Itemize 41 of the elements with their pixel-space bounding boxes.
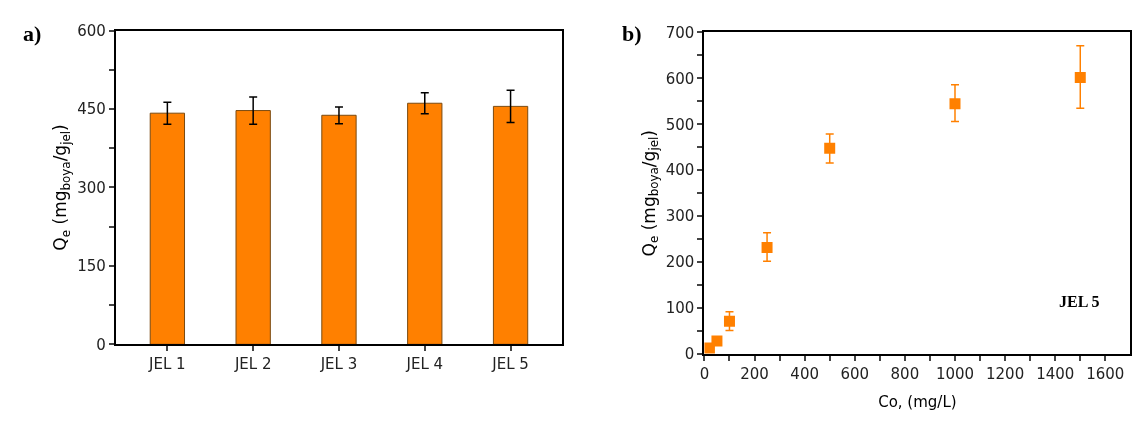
annotation: JEL 5 [1059,293,1100,310]
x-tick-label: JEL 4 [405,355,444,374]
point [761,241,773,253]
y-tick-label: 300 [665,207,695,226]
x-tick-label: 800 [890,364,920,383]
point [949,98,961,110]
y-tick-label: 200 [665,253,695,272]
y-tick-label: 0 [96,335,106,354]
x-axis-title: Co, (mg/L) [878,393,957,412]
point [1074,71,1086,83]
x-tick-label: 1400 [1036,364,1075,383]
x-tick-label: JEL 1 [148,355,186,374]
y-tick-label: 400 [665,161,695,180]
x-tick-label: 200 [740,364,769,383]
chart-title: a) [23,21,42,46]
bar [149,112,186,345]
x-tick-label: 1000 [935,364,975,383]
point [723,315,735,327]
x-tick-label: 600 [840,364,870,383]
bar [492,105,529,345]
bar [235,110,271,345]
point [711,335,723,347]
point [824,142,836,154]
y-tick-label: 500 [665,115,695,134]
x-tick-label: 1200 [986,364,1025,383]
x-tick-label: JEL 3 [319,355,358,374]
x-tick-label: 400 [790,364,819,383]
x-tick-label: 0 [699,364,710,383]
x-tick-label: JEL 2 [233,355,272,374]
y-tick-label: 450 [77,100,106,119]
chart-title: b) [622,21,642,46]
y-tick-label: 700 [665,23,695,42]
y-tick-label: 150 [77,257,106,276]
y-tick-label: 100 [665,299,695,318]
x-tick-label: 1600 [1086,364,1125,383]
y-tick-label: 600 [665,69,695,88]
bar [407,102,443,345]
y-tick-label: 600 [77,21,106,40]
x-tick-label: JEL 5 [491,355,529,374]
bar [321,114,357,345]
y-tick-label: 300 [77,178,106,197]
